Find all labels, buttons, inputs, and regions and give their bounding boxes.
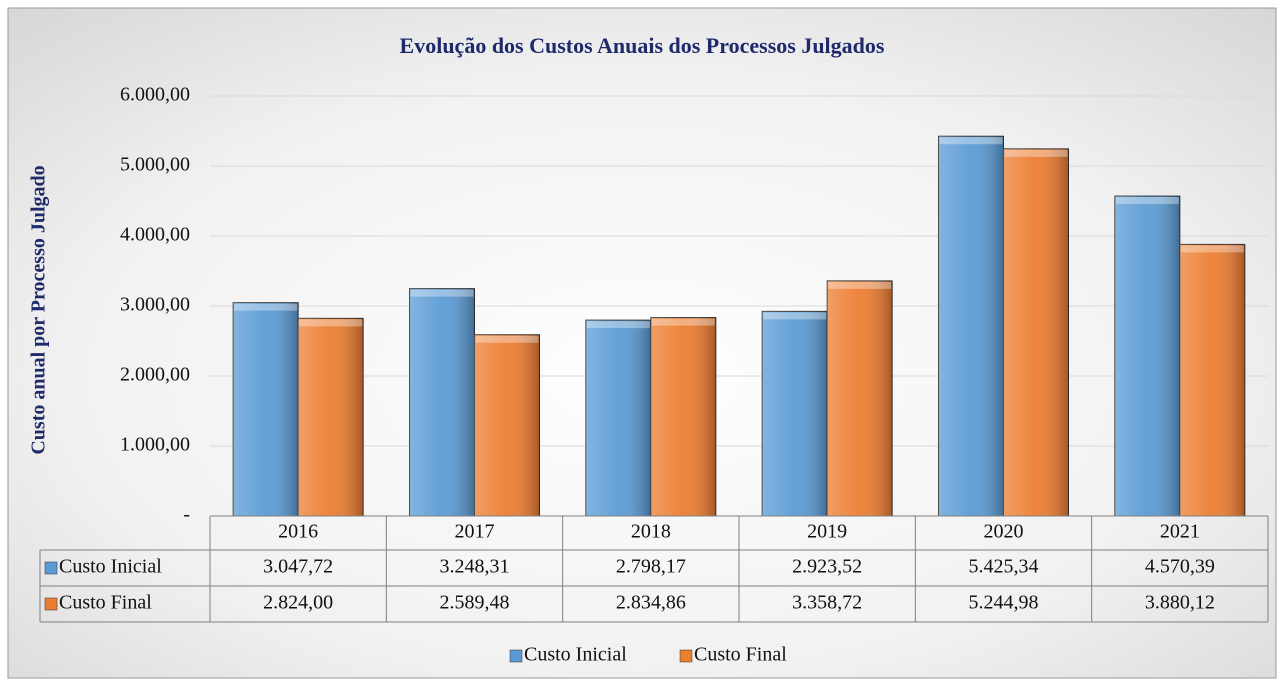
bar-bevel	[763, 312, 827, 320]
bar-bevel	[1180, 245, 1244, 253]
bar	[1114, 195, 1181, 517]
bar	[585, 319, 652, 517]
bar-shade	[827, 280, 893, 516]
legend-key	[509, 649, 523, 663]
data-label: 3.880,12	[1145, 592, 1215, 614]
legend-label: Custo Final	[694, 644, 787, 666]
table-legend-key	[44, 597, 58, 611]
y-tick-label: 1.000,00	[120, 434, 190, 456]
bar	[409, 288, 475, 517]
table-row-label: Custo Inicial	[59, 556, 162, 578]
bar	[938, 135, 1004, 517]
bar-shade	[474, 334, 540, 516]
bar	[1003, 148, 1069, 517]
bar	[650, 317, 717, 517]
bar-shade	[233, 302, 299, 516]
legend-key	[679, 649, 693, 663]
bar	[297, 317, 364, 517]
data-label: 3.248,31	[440, 556, 510, 578]
bar-bevel	[828, 281, 892, 289]
data-label: 4.570,39	[1145, 556, 1215, 578]
legend-label: Custo Inicial	[524, 644, 627, 666]
data-label: 3.047,72	[263, 556, 333, 578]
x-tick-label: 2016	[278, 521, 318, 543]
bar-shade	[585, 320, 651, 516]
bar-shade	[650, 317, 716, 516]
bar-bevel	[475, 335, 539, 343]
bar	[232, 302, 299, 517]
bar-bevel	[234, 303, 298, 311]
y-tick-label: 2.000,00	[120, 364, 190, 386]
y-tick-label: 6.000,00	[120, 84, 190, 106]
x-tick-label: 2017	[455, 521, 495, 543]
bar-bevel	[299, 319, 363, 327]
bar	[826, 280, 893, 517]
bar	[474, 334, 540, 517]
x-tick-label: 2019	[807, 521, 847, 543]
table-row-label: Custo Final	[59, 592, 152, 614]
bar-bevel	[1115, 197, 1179, 205]
x-tick-label: 2021	[1160, 521, 1200, 543]
data-label: 3.358,72	[792, 592, 862, 614]
bar-bevel	[939, 137, 1003, 145]
bar-bevel	[651, 318, 715, 326]
data-label: 2.589,48	[440, 592, 510, 614]
bar-bevel	[586, 321, 650, 329]
bar-shade	[938, 136, 1004, 516]
bar-shade	[298, 318, 364, 516]
bar-bevel	[1004, 149, 1068, 157]
data-label: 2.824,00	[263, 592, 333, 614]
bar-shade	[762, 311, 828, 516]
y-tick-label: 3.000,00	[120, 294, 190, 316]
bar	[761, 310, 828, 517]
bar-bevel	[410, 289, 474, 297]
data-label: 2.923,52	[792, 556, 862, 578]
bar-shade	[1003, 148, 1069, 517]
table-legend-key	[44, 561, 58, 575]
y-tick-label: 4.000,00	[120, 224, 190, 246]
bar-shade	[1179, 244, 1245, 516]
y-tick-label: 5.000,00	[120, 154, 190, 176]
bar-shade	[409, 288, 475, 516]
x-tick-label: 2020	[984, 521, 1024, 543]
data-label: 5.425,34	[969, 556, 1039, 578]
chart-title: Evolução dos Custos Anuais dos Processos…	[400, 33, 885, 58]
bar	[1179, 243, 1246, 517]
y-axis-label: Custo anual por Processo Julgado	[28, 165, 50, 454]
bar-shade	[1114, 196, 1180, 516]
x-tick-label: 2018	[631, 521, 671, 543]
data-label: 2.834,86	[616, 592, 686, 614]
y-tick-label: -	[183, 504, 190, 526]
data-label: 5.244,98	[969, 592, 1039, 614]
data-label: 2.798,17	[616, 556, 686, 578]
